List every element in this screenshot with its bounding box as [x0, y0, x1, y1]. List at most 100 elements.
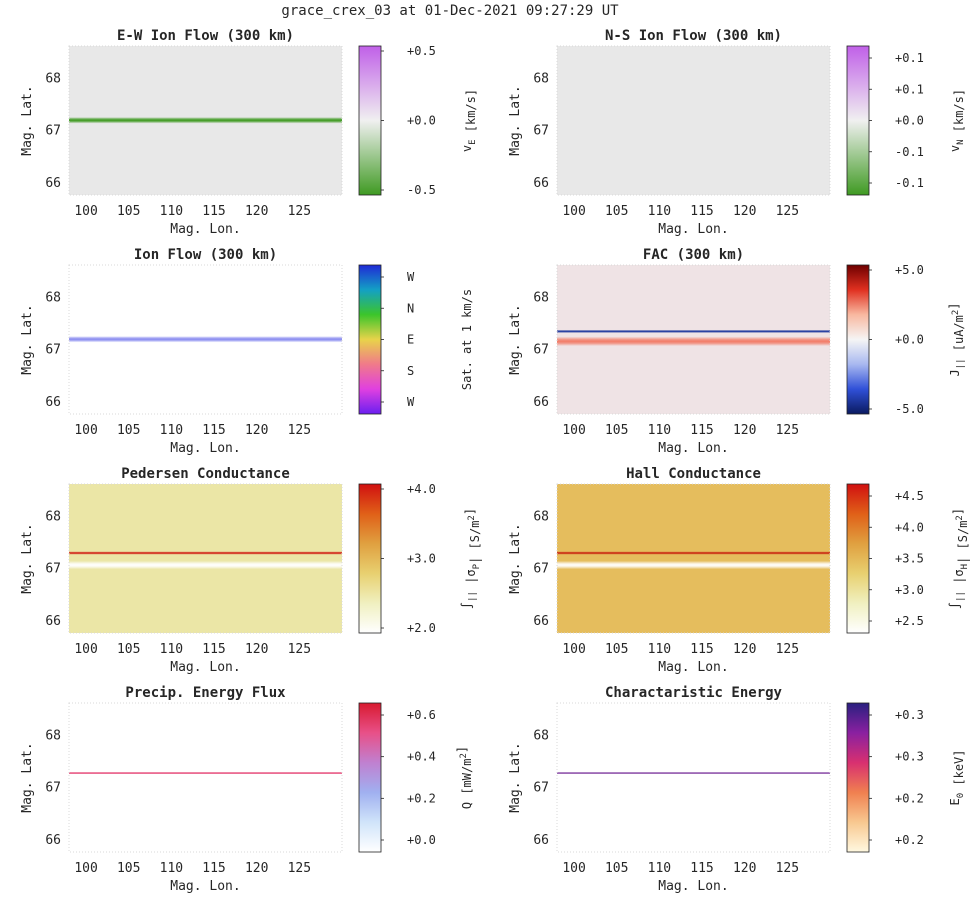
y-tick-label: 66 [533, 614, 549, 629]
x-tick-label: 120 [245, 642, 268, 657]
colorbar-tick-label: +0.2 [895, 833, 924, 847]
heatmap-band [69, 551, 342, 555]
colorbar-label: Q [mW/m2] [455, 746, 474, 809]
colorbar-label: Sat. at 1 km/s [460, 289, 474, 390]
x-tick-label: 105 [117, 204, 140, 219]
panel-title: Precip. Energy Flux [125, 685, 286, 701]
x-tick-label: 100 [562, 861, 585, 876]
panel-title: Pedersen Conductance [121, 466, 290, 482]
y-tick-label: 67 [45, 562, 61, 577]
plot-frame [68, 483, 343, 634]
x-tick-label: 105 [117, 423, 140, 438]
x-tick-label: 110 [160, 423, 183, 438]
colorbar-label: E0 [keV] [948, 749, 966, 805]
x-tick-label: 120 [245, 204, 268, 219]
x-axis-label: Mag. Lon. [170, 879, 240, 894]
x-tick-label: 120 [733, 642, 756, 657]
panel-charactaristic-energy: Charactaristic Energy 100 105 110 115 120 125 6… [508, 685, 966, 894]
colorbar [846, 702, 870, 853]
x-tick-label: 120 [733, 204, 756, 219]
y-axis-label: Mag. Lat. [508, 85, 523, 155]
x-tick-label: 100 [74, 642, 97, 657]
y-axis-label: Mag. Lat. [508, 742, 523, 812]
x-tick-label: 120 [733, 861, 756, 876]
panel-title: E-W Ion Flow (300 km) [117, 28, 294, 44]
colorbar-tick-label: +0.5 [407, 44, 436, 58]
colorbar-tick-label: +4.0 [895, 520, 924, 534]
x-tick-label: 125 [288, 423, 311, 438]
colorbar-label: vN [km/s] [948, 89, 966, 152]
x-tick-label: 105 [605, 861, 628, 876]
x-tick-label: 115 [690, 642, 713, 657]
colorbar-tick-label: -0.5 [407, 183, 436, 197]
x-tick-label: 125 [776, 204, 799, 219]
x-tick-label: 100 [74, 861, 97, 876]
x-tick-label: 110 [648, 204, 671, 219]
plot-frame [556, 483, 831, 634]
colorbar-tick-label: -5.0 [895, 402, 924, 416]
x-tick-label: 100 [562, 642, 585, 657]
colorbar-tick-label: +0.2 [895, 791, 924, 805]
x-tick-label: 125 [776, 642, 799, 657]
y-axis-label: Mag. Lat. [20, 304, 35, 374]
y-axis-label: Mag. Lat. [508, 304, 523, 374]
colorbar-label: ∫|| |σP| [S/m2] [460, 508, 482, 609]
colorbar-label: vE [km/s] [460, 89, 478, 152]
x-tick-label: 110 [160, 204, 183, 219]
x-tick-label: 120 [733, 423, 756, 438]
x-tick-label: 115 [202, 642, 225, 657]
y-tick-label: 68 [45, 509, 61, 524]
colorbar-tick-label: +2.0 [407, 621, 436, 635]
x-tick-label: 115 [202, 861, 225, 876]
colorbar-tick-label: -0.1 [895, 176, 924, 190]
heatmap-band [69, 560, 342, 570]
colorbar-tick-label: +2.5 [895, 614, 924, 628]
figure-suptitle: grace_crex_03 at 01-Dec-2021 09:27:29 UT [281, 3, 619, 19]
plot-frame [68, 45, 343, 196]
y-axis-label: Mag. Lat. [20, 742, 35, 812]
x-axis-label: Mag. Lon. [658, 222, 728, 237]
colorbar [846, 483, 870, 634]
colorbar-tick-label: +3.5 [895, 552, 924, 566]
x-tick-label: 125 [776, 861, 799, 876]
x-axis-label: Mag. Lon. [170, 660, 240, 675]
colorbar-tick-label: +3.0 [895, 583, 924, 597]
x-axis-label: Mag. Lon. [658, 441, 728, 456]
y-tick-label: 66 [45, 614, 61, 629]
x-tick-label: 125 [776, 423, 799, 438]
colorbar-tick-label: +4.5 [895, 489, 924, 503]
colorbar [846, 264, 870, 415]
colorbar-label: J|| [uA/m2] [947, 302, 966, 376]
colorbar [358, 45, 382, 196]
colorbar-tick-label: +0.6 [407, 708, 436, 722]
heatmap-band [557, 560, 830, 570]
y-tick-label: 68 [533, 71, 549, 86]
colorbar-tick-label: +0.0 [895, 333, 924, 347]
colorbar-tick-label: +5.0 [895, 263, 924, 277]
x-axis-label: Mag. Lon. [658, 660, 728, 675]
y-tick-label: 68 [45, 290, 61, 305]
y-tick-label: 67 [533, 781, 549, 796]
panel-title: N-S Ion Flow (300 km) [605, 28, 782, 44]
heatmap-band [557, 329, 830, 333]
colorbar-tick-label: +0.1 [895, 51, 924, 65]
x-tick-label: 115 [690, 861, 713, 876]
y-tick-label: 66 [533, 833, 549, 848]
x-tick-label: 105 [605, 642, 628, 657]
colorbar [846, 45, 870, 196]
x-tick-label: 125 [288, 642, 311, 657]
colorbar-tick-label: +0.2 [407, 791, 436, 805]
y-tick-label: 67 [45, 343, 61, 358]
x-tick-label: 110 [648, 423, 671, 438]
plot-frame [68, 264, 343, 415]
heatmap-band [69, 336, 342, 343]
heatmap-band [557, 336, 830, 347]
colorbar-tick-label: W [407, 395, 415, 409]
x-tick-label: 110 [648, 642, 671, 657]
y-tick-label: 68 [533, 728, 549, 743]
x-axis-label: Mag. Lon. [658, 879, 728, 894]
heatmap-background [557, 703, 830, 852]
y-tick-label: 66 [45, 395, 61, 410]
x-tick-label: 100 [74, 204, 97, 219]
panel-title: FAC (300 km) [643, 247, 744, 263]
